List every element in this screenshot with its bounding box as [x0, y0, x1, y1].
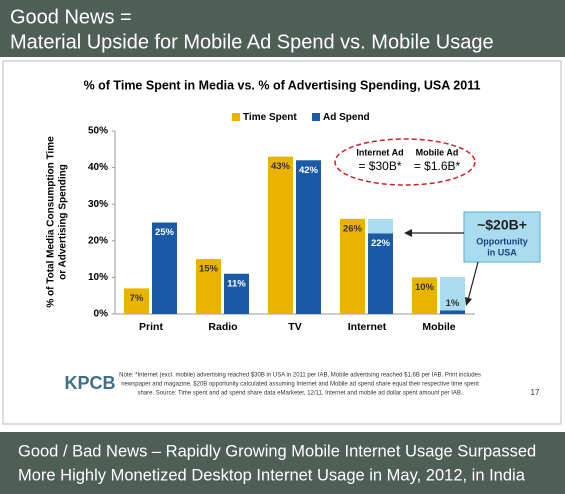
legend-swatch — [312, 113, 320, 121]
slide-frame — [2, 60, 562, 425]
legend-label: Time Spent — [243, 112, 297, 123]
bar — [152, 222, 177, 314]
bar — [296, 160, 321, 314]
bar — [224, 273, 249, 314]
bar — [124, 288, 149, 314]
callout-ellipse — [334, 138, 476, 186]
annotation: = $1.6B* — [414, 159, 461, 173]
legend-label: Ad Spend — [323, 112, 370, 123]
arrowhead — [404, 229, 412, 237]
header-band — [0, 0, 565, 57]
annotation: Internet Ad — [356, 147, 403, 157]
annotation: ~$20B+ — [477, 217, 527, 233]
y-label-line: % of Total Media Consumption Time — [46, 136, 57, 308]
annotation: Mobile Ad — [416, 147, 459, 157]
note-line: newspaper and magazine. $20B opportunity… — [121, 382, 479, 388]
value-label: 11% — [227, 278, 246, 289]
y-tick-label: 10% — [88, 272, 108, 283]
x-tick-label: Mobile — [422, 321, 455, 333]
value-label: 7% — [130, 293, 144, 304]
gap-shade — [368, 219, 393, 234]
x-tick-label: Print — [139, 321, 163, 333]
footer-band — [0, 432, 565, 494]
value-label: 1% — [446, 298, 460, 309]
value-label: 22% — [371, 238, 391, 249]
bar — [440, 310, 465, 314]
value-label: 42% — [299, 165, 319, 176]
y-tick-label: 50% — [88, 126, 108, 137]
logo: KPCB — [64, 373, 115, 393]
chart-title: % of Time Spent in Media vs. % of Advert… — [84, 78, 481, 92]
legend-swatch — [232, 113, 240, 121]
gap-shade — [440, 277, 465, 310]
y-label-line: or Advertising Spending — [58, 164, 69, 280]
y-tick-label: 0% — [94, 309, 109, 320]
y-tick-label: 30% — [88, 199, 108, 210]
arrowhead — [465, 297, 472, 306]
value-label: 15% — [199, 264, 219, 275]
annotation: = $30B* — [358, 159, 401, 173]
page-number: 17 — [531, 388, 540, 397]
bar — [196, 259, 221, 314]
x-tick-label: Internet — [348, 321, 387, 333]
callout-box — [463, 211, 541, 263]
y-axis-label: % of Total Media Consumption Time or Adv… — [46, 136, 69, 308]
footer-line: Good / Bad News – Rapidly Growing Mobile… — [18, 442, 536, 460]
note-line: share. Source: Time spent and ad spend s… — [137, 391, 462, 397]
value-label: 10% — [415, 282, 435, 293]
header-line: Good News = — [10, 6, 132, 28]
bar — [340, 218, 365, 314]
annotation: in USA — [487, 247, 517, 257]
annotation: Opportunity — [476, 236, 528, 246]
y-tick-label: 20% — [88, 235, 108, 246]
arrow — [467, 261, 479, 301]
y-tick-label: 40% — [88, 162, 108, 173]
header-line: Material Upside for Mobile Ad Spend vs. … — [10, 31, 494, 53]
x-tick-label: TV — [288, 321, 301, 333]
bar — [268, 156, 293, 314]
value-label: 43% — [271, 161, 291, 172]
value-label: 25% — [155, 227, 175, 238]
value-label: 26% — [343, 223, 363, 234]
note-line: Note: *Internet (excl. mobile) advertisi… — [119, 373, 481, 379]
plot: 0% 10% 20% 30% 40% 50% Time Spent Ad Spend Print… — [88, 112, 475, 333]
x-tick-label: Radio — [208, 321, 237, 333]
footer-line: More Highly Monetized Desktop Internet U… — [18, 466, 526, 484]
bar — [412, 277, 437, 314]
bar — [368, 233, 393, 314]
